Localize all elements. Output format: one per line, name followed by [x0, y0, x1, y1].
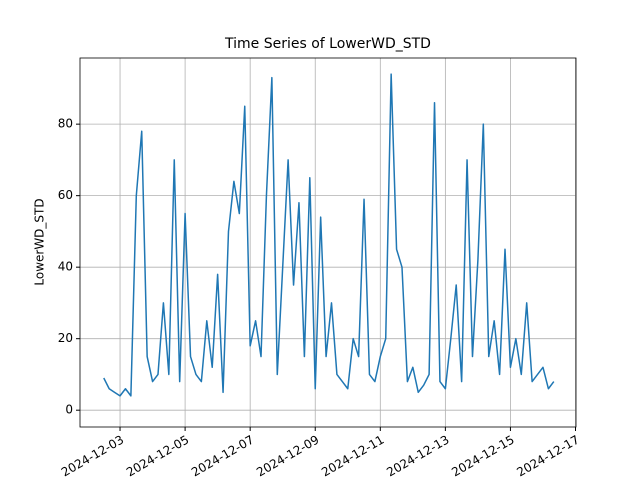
x-tick-label: 2024-12-05: [124, 433, 191, 480]
x-tick-label: 2024-12-09: [254, 433, 321, 480]
y-tick-label: 60: [58, 188, 73, 202]
plot-frame: [79, 57, 577, 428]
x-tick-label: 2024-12-13: [384, 433, 451, 480]
data-line: [103, 73, 555, 397]
y-axis-label: LowerWD_STD: [33, 198, 47, 285]
y-tick-label: 40: [58, 260, 73, 274]
y-tick-label: 0: [65, 403, 73, 417]
y-tick-label: 80: [58, 117, 73, 131]
x-tick-label: 2024-12-07: [189, 433, 256, 480]
x-tick-label: 2024-12-17: [514, 433, 581, 480]
x-tick-label: 2024-12-03: [59, 433, 126, 480]
x-tick-label: 2024-12-11: [319, 433, 386, 480]
chart-title: Time Series of LowerWD_STD: [224, 36, 431, 52]
y-tick-label: 20: [58, 331, 73, 345]
x-tick-label: 2024-12-15: [449, 433, 516, 480]
